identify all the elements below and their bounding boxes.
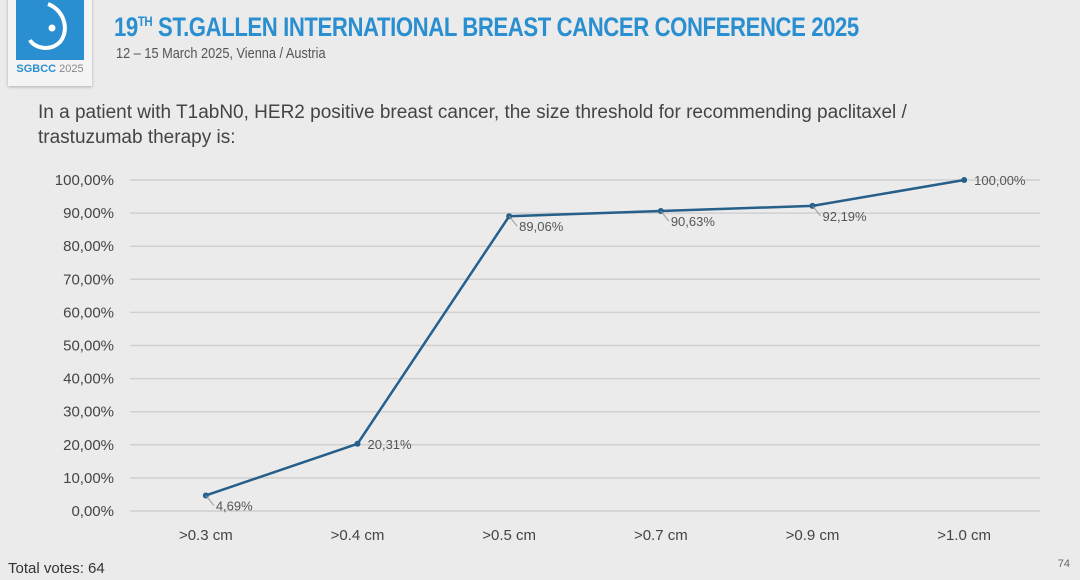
y-tick-label: 90,00% [63, 205, 114, 222]
y-tick-label: 10,00% [63, 470, 114, 487]
x-tick-label: >0.3 cm [179, 527, 233, 544]
page-number: 74 [1057, 558, 1070, 570]
data-label: 4,69% [216, 498, 253, 513]
label-leader [812, 205, 821, 217]
x-tick-label: >0.7 cm [634, 527, 688, 544]
y-tick-label: 50,00% [63, 338, 114, 355]
data-point [354, 440, 361, 447]
y-tick-label: 60,00% [63, 304, 114, 321]
x-tick-label: >1.0 cm [937, 527, 991, 544]
x-tick-label: >0.5 cm [482, 527, 536, 544]
data-label: 90,63% [671, 214, 716, 229]
data-label: 100,00% [974, 173, 1026, 188]
label-leader [660, 210, 670, 222]
data-point [961, 177, 968, 183]
poll-question: In a patient with T1abN0, HER2 positive … [38, 102, 907, 148]
conference-title: 19TH ST.GALLEN INTERNATIONAL BREAST CANC… [114, 12, 859, 42]
sgbcc-logo: SGBCC 2025 [8, 0, 92, 86]
y-tick-label: 40,00% [63, 371, 114, 388]
x-tick-label: >0.4 cm [331, 527, 385, 544]
logo-text: SGBCC 2025 [16, 63, 84, 75]
conference-subtitle: 12 – 15 March 2025, Vienna / Austria [116, 45, 326, 62]
y-tick-label: 70,00% [63, 271, 114, 288]
data-label: 20,31% [368, 437, 413, 452]
data-label: 89,06% [519, 219, 564, 234]
y-tick-label: 80,00% [63, 238, 114, 255]
y-tick-label: 0,00% [71, 503, 114, 520]
label-leader [205, 495, 215, 506]
y-tick-label: 20,00% [63, 437, 114, 454]
data-label: 92,19% [823, 209, 868, 224]
total-votes: Total votes: 64 [8, 560, 105, 577]
logo-emblem [16, 0, 84, 60]
y-tick-label: 100,00% [55, 172, 114, 189]
label-leader [508, 215, 518, 227]
x-tick-label: >0.9 cm [786, 527, 840, 544]
y-tick-label: 30,00% [63, 404, 114, 421]
series-line [205, 178, 965, 497]
